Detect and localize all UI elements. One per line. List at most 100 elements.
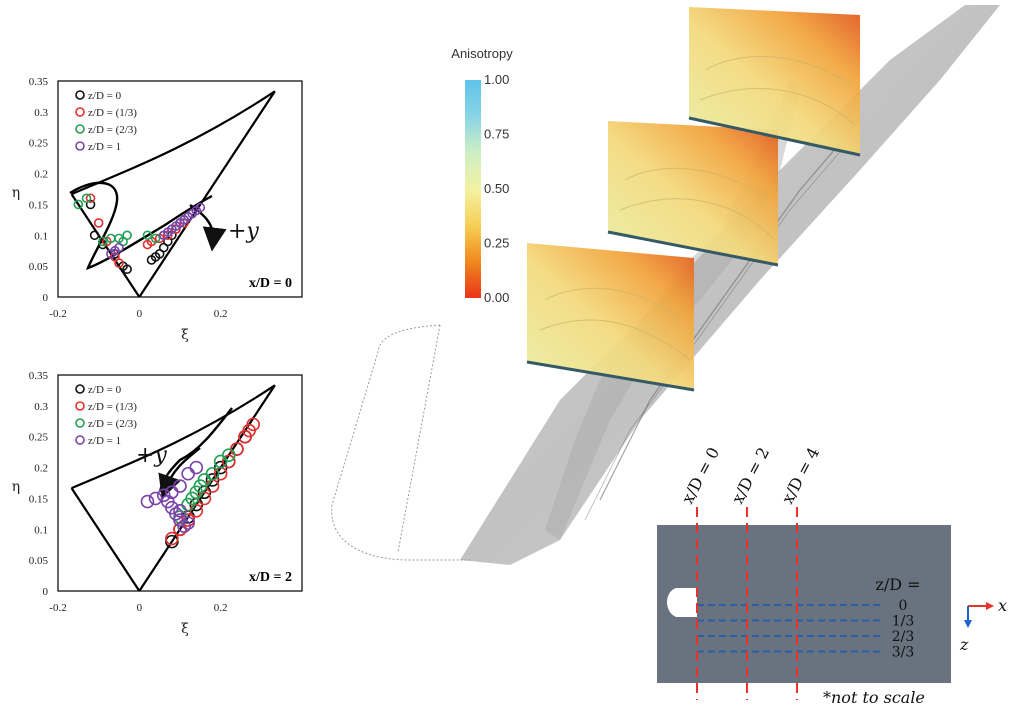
y-tick-label: 0.25 [29,432,49,444]
lumley-chart-xd0: +y00.050.10.150.20.250.30.35-0.2 0 0.2ξηz/… [12,76,303,343]
colorbar-tick-label: 0.50 [484,181,509,196]
colorbar-tick-label: 0.00 [484,290,509,305]
y-tick-label: 0.1 [34,524,48,536]
series-3 [140,460,204,534]
legend-marker [75,141,85,151]
legend-label: z/D = 0 [88,90,122,102]
colorbar-ticks: 1.00 0.75 0.50 0.25 0.00 [484,72,509,305]
legend-label: z/D = (1/3) [88,401,137,413]
x-tick-label: -0.2 [49,602,66,614]
y-axis-label: η [12,479,20,495]
legend-label: z/D = (2/3) [88,124,137,136]
3d-render [331,5,1000,565]
zd-levels: 01/32/33/3 [697,598,914,661]
data-point [150,233,161,244]
axisymmetric-contraction-line [70,487,141,592]
direction-label: +y [228,219,259,244]
plot-frame [57,80,303,298]
legend-marker [75,124,85,134]
x-tick-label: 0.2 [214,602,228,614]
axisymmetric-expansion-line [138,90,276,298]
y-tick-label: 0.25 [29,138,49,150]
data-point [93,218,104,228]
y-tick-label: 0.35 [29,76,49,88]
y-tick-label: 0.15 [29,493,49,505]
legend-marker [75,401,85,411]
colorbar-tick-label: 0.25 [484,236,509,251]
y-tick-label: 0.1 [34,230,48,242]
y-tick-label: 0.2 [34,463,48,475]
data-point [85,193,96,204]
data-point [205,466,220,481]
slice-xd0 [526,243,695,392]
data-point [173,479,187,493]
colorbar-tick-label: 0.75 [484,127,509,142]
hole-shape [667,588,697,617]
data-point [222,454,236,469]
plot-frame [57,374,303,592]
y-tick-label: 0 [43,292,49,304]
data-point [222,448,236,463]
station-label: x/D = 2 [728,444,773,507]
series-3 [106,202,206,259]
colorbar-gradient [465,80,481,298]
data-point [195,202,206,213]
zd-title: z/D = [875,575,920,594]
x-tick-label: 0.2 [214,308,228,320]
data-point [181,516,195,530]
legend-marker [75,418,85,428]
data-point [246,417,260,432]
y-tick-label: 0.15 [29,199,49,211]
data-point [89,230,100,241]
two-component-curve [71,384,276,490]
data-point [173,503,187,518]
legend-marker [75,435,85,445]
lumley-chart-xd2: +y00.050.10.150.20.250.30.35-0.2 0 0.2ξηz/… [12,370,303,637]
data-point [140,494,155,509]
data-point [81,193,92,204]
direction-arrow [158,447,201,500]
colorbar-title: Anisotropy [451,46,513,61]
y-tick-label: 0.05 [29,555,49,567]
two-component-curve [71,90,276,196]
plate [657,525,951,683]
direction-label: +y [136,443,167,468]
data-point [177,519,191,534]
y-tick-label: 0.35 [29,370,49,382]
y-tick-label: 0.3 [34,107,48,119]
jet-streak [599,119,861,501]
axis-z-label: z [959,635,969,654]
x-axis-label: ξ [181,327,189,343]
jet-streak [584,139,851,521]
trajectory-curve [69,181,213,271]
x-tick-label: -0.2 [49,308,66,320]
y-axis-label: η [12,185,20,201]
zd-level-label: 2/3 [892,629,915,645]
legend-label: z/D = 1 [88,435,121,447]
legend-marker [75,90,85,100]
y-tick-label: 0.2 [34,169,48,181]
hole-outline [331,324,470,561]
data-point [114,242,124,253]
y-tick-label: 0.3 [34,401,48,413]
data-point [97,236,108,247]
data-point [122,264,132,275]
x-axis-label: ξ [181,621,189,637]
jet-isosurface [460,5,1000,565]
legend-label: z/D = (1/3) [88,107,137,119]
slice-xd2 [607,121,779,267]
series-2 [73,193,193,247]
zd-level-label: 1/3 [892,614,915,630]
slice-xd4 [688,7,861,157]
panel-label: x/D = 0 [249,276,292,291]
data-point [142,230,153,241]
x-tick-label: 0 [137,602,143,614]
data-point [148,491,163,506]
legend-label: z/D = 0 [88,384,122,396]
x-tick-label: 0 [137,308,143,320]
schematic: 01/32/33/3 x/D = 0 x/D = 2 x/D = 4 z/D = x… [657,444,1007,707]
legend-marker [75,384,85,394]
series-2 [173,448,236,524]
panel-label: x/D = 2 [249,570,292,585]
data-point [181,466,195,481]
